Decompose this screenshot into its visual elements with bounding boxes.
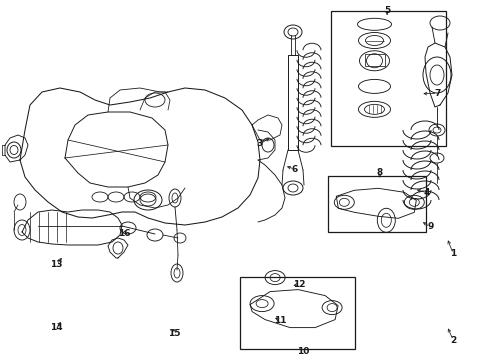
Text: 7: 7: [434, 89, 441, 98]
Text: 5: 5: [384, 6, 390, 15]
Text: 8: 8: [377, 168, 383, 177]
Text: 9: 9: [427, 222, 434, 231]
Text: 3: 3: [257, 139, 263, 148]
Text: 16: 16: [118, 230, 130, 239]
Text: 13: 13: [50, 260, 63, 269]
Bar: [328, 176, 426, 232]
Bar: [365, 54, 385, 66]
Bar: [240, 277, 355, 349]
Text: 10: 10: [296, 346, 309, 356]
Text: 4: 4: [423, 188, 430, 197]
Text: 6: 6: [292, 165, 298, 174]
Text: 15: 15: [168, 328, 180, 338]
Text: 2: 2: [450, 336, 456, 345]
Text: 12: 12: [293, 280, 305, 289]
Bar: [331, 11, 446, 146]
Text: 11: 11: [274, 316, 287, 325]
Text: 1: 1: [450, 249, 456, 258]
Bar: [288, 55, 298, 150]
Text: 14: 14: [50, 323, 63, 332]
